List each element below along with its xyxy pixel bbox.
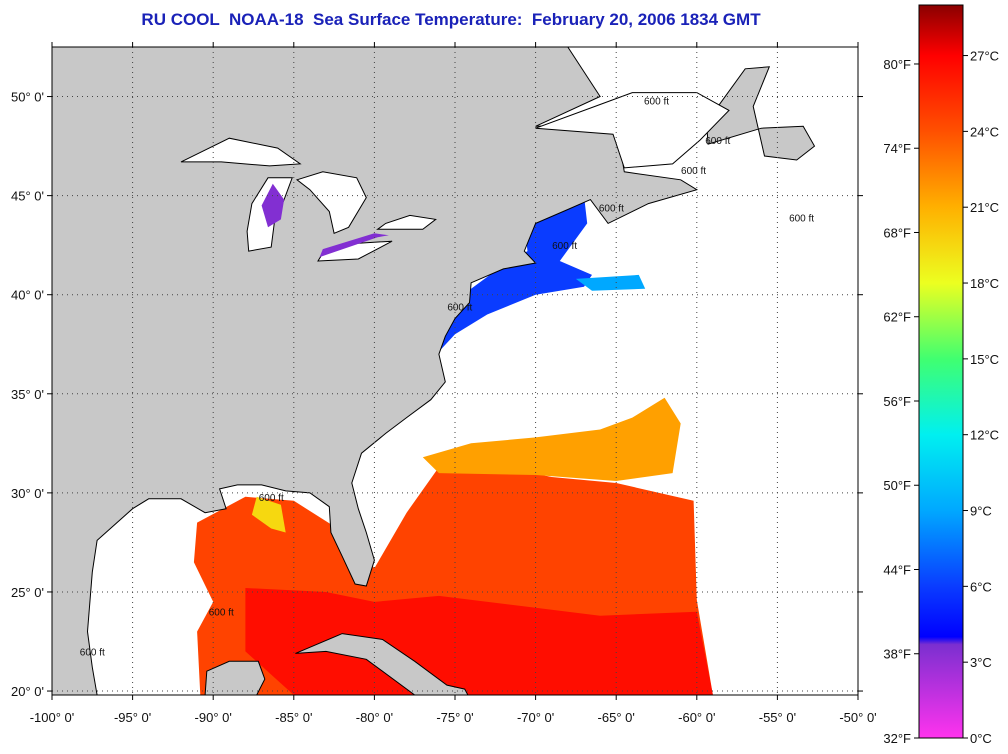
contour-label: 600 ft	[599, 203, 624, 214]
colorbar-fahrenheit-label: 80°F	[883, 57, 911, 72]
sst-region-gulf-stream-core	[245, 588, 713, 695]
map-gridlines	[52, 47, 858, 695]
y-tick-label: 30° 0'	[11, 486, 44, 501]
land-yucatan	[204, 660, 266, 695]
colorbar-fahrenheit-label: 50°F	[883, 478, 911, 493]
land-north-america	[52, 47, 699, 695]
x-tick-label: -100° 0'	[30, 710, 75, 725]
y-tick-label: 25° 0'	[11, 585, 44, 600]
colorbar-fahrenheit-label: 62°F	[883, 310, 911, 325]
sst-lake-michigan-cold	[261, 183, 285, 228]
x-tick-label: -55° 0'	[759, 710, 796, 725]
colorbar-celsius-label: 9°C	[970, 504, 992, 519]
y-tick-label: 40° 0'	[11, 288, 44, 303]
y-tick-label: 45° 0'	[11, 189, 44, 204]
x-tick-label: -80° 0'	[356, 710, 393, 725]
land-cuba	[295, 633, 469, 695]
colorbar-celsius-label: 0°C	[970, 731, 992, 746]
sst-region-scotian-slope-cool	[575, 274, 646, 291]
colorbar-fahrenheit-label: 56°F	[883, 394, 911, 409]
colorbar-gradient	[918, 4, 964, 739]
contour-label: 600 ft	[789, 213, 814, 224]
x-tick-label: -70° 0'	[517, 710, 554, 725]
water-lake-superior	[180, 137, 302, 167]
water-lake-ontario	[376, 214, 437, 230]
y-tick-label: 50° 0'	[11, 90, 44, 105]
map-axis-ticks: -100° 0' -95° 0' -90° 0' -85° 0' -80° 0' -75°…	[11, 42, 877, 725]
sst-lake-erie-cold	[319, 233, 389, 258]
x-tick-label: -60° 0'	[678, 710, 715, 725]
colorbar-fahrenheit-label: 68°F	[883, 225, 911, 240]
sst-region-sargasso-warm-north	[422, 397, 681, 481]
x-tick-label: -50° 0'	[839, 710, 876, 725]
contour-label: 600 ft	[644, 96, 669, 107]
contour-label: 600 ft	[209, 608, 234, 619]
colorbar-celsius-label: 18°C	[970, 276, 999, 291]
x-tick-label: -65° 0'	[598, 710, 635, 725]
contour-label: 600 ft	[552, 241, 577, 252]
colorbar-fahrenheit-label: 74°F	[883, 141, 911, 156]
colorbar-celsius-label: 21°C	[970, 200, 999, 215]
colorbar-celsius-label: 24°C	[970, 124, 999, 139]
x-tick-label: -75° 0'	[436, 710, 473, 725]
x-tick-label: -85° 0'	[275, 710, 312, 725]
colorbar-fahrenheit-label: 32°F	[883, 731, 911, 746]
x-tick-label: -95° 0'	[114, 710, 151, 725]
colorbar-fahrenheit-label: 44°F	[883, 562, 911, 577]
colorbar-celsius-label: 15°C	[970, 352, 999, 367]
colorbar-celsius-label: 12°C	[970, 428, 999, 443]
y-tick-label: 35° 0'	[11, 387, 44, 402]
sst-region-gulf-shelf-cool	[251, 496, 286, 533]
land-newfoundland	[705, 66, 816, 161]
contour-label: 600 ft	[681, 166, 706, 177]
colorbar-celsius-label: 27°C	[970, 49, 999, 64]
contour-labels: 600 ft 600 ft 600 ft 600 ft 600 ft 600 ft 600 …	[80, 96, 815, 658]
water-gulf-of-st-lawrence	[535, 92, 730, 169]
y-tick-label: 20° 0'	[11, 684, 44, 699]
colorbar-celsius-label: 6°C	[970, 579, 992, 594]
colorbar-celsius-label: 3°C	[970, 655, 992, 670]
sst-region-mid-atlantic-cold	[419, 195, 592, 366]
x-tick-label: -90° 0'	[195, 710, 232, 725]
colorbar-fahrenheit-label: 38°F	[883, 647, 911, 662]
contour-label: 600 ft	[80, 647, 105, 658]
contour-label: 600 ft	[259, 493, 284, 504]
contour-label: 600 ft	[447, 303, 472, 314]
contour-label: 600 ft	[705, 136, 730, 147]
chart-title: RU COOL NOAA-18 Sea Surface Temperature:…	[141, 10, 761, 29]
water-lake-huron	[295, 171, 367, 234]
